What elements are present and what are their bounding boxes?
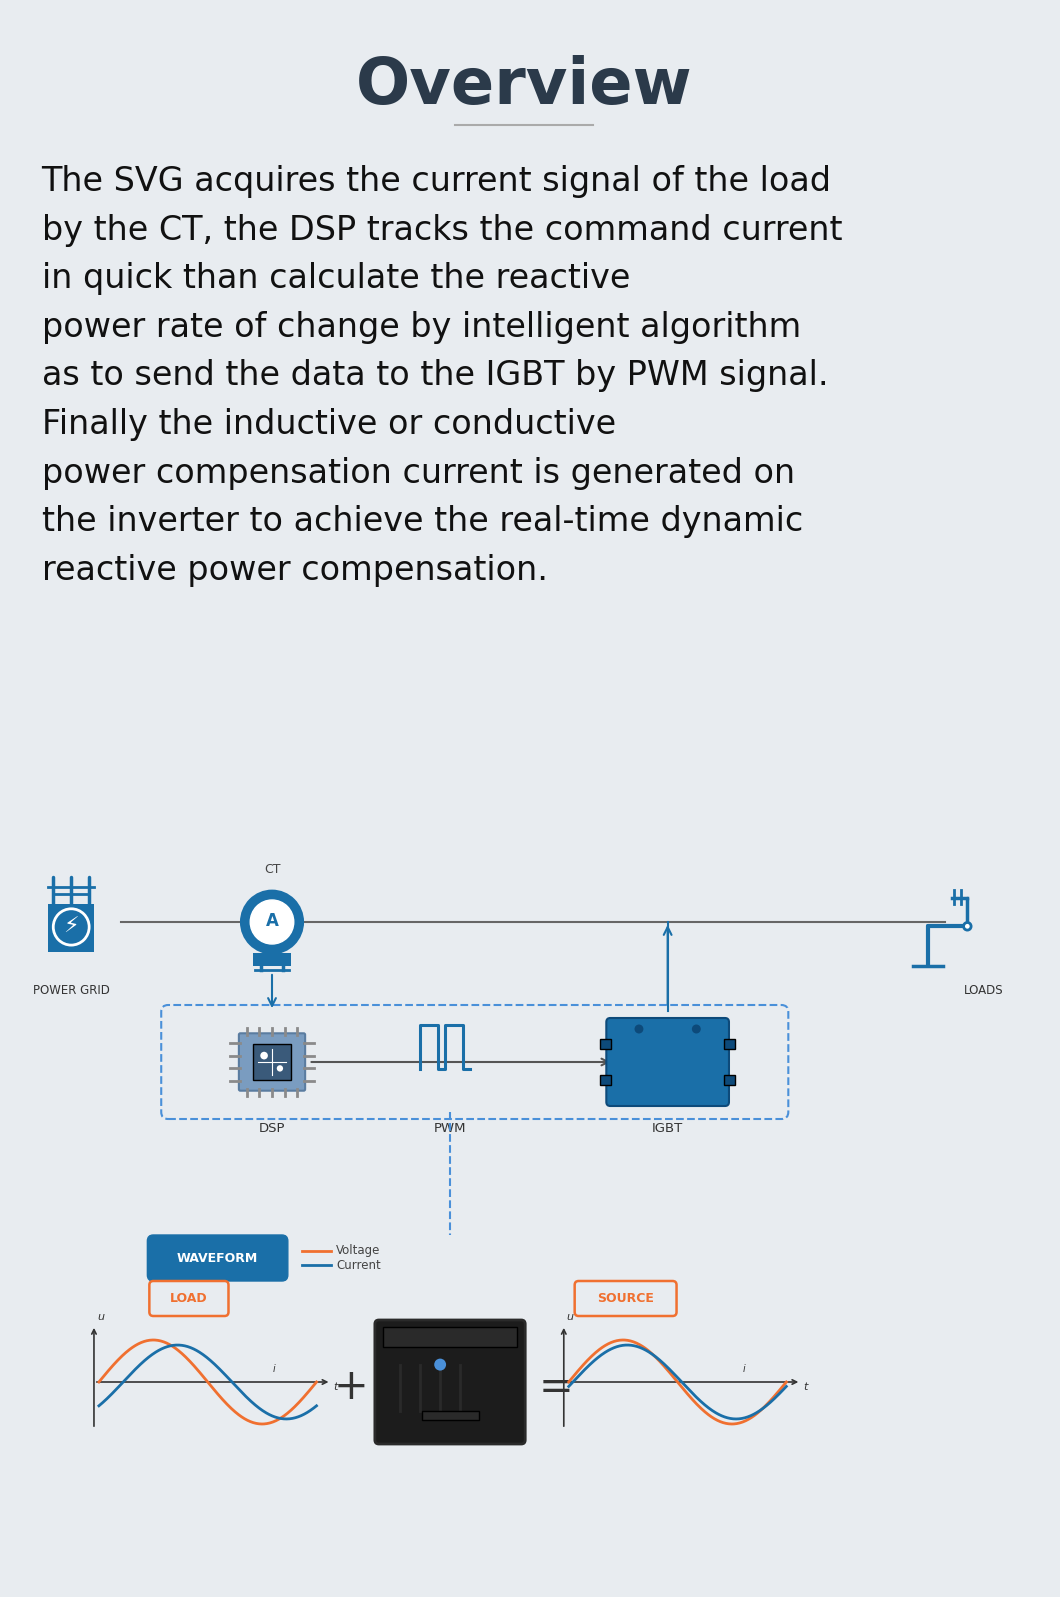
Text: CT: CT xyxy=(264,862,280,877)
Text: u: u xyxy=(567,1313,573,1322)
Circle shape xyxy=(435,1359,446,1370)
FancyBboxPatch shape xyxy=(600,1040,612,1049)
Text: i: i xyxy=(743,1364,745,1373)
Text: ⚡: ⚡ xyxy=(64,917,80,937)
FancyBboxPatch shape xyxy=(238,1033,305,1091)
Circle shape xyxy=(242,891,303,953)
Text: WAVEFORM: WAVEFORM xyxy=(177,1252,259,1265)
Text: SOURCE: SOURCE xyxy=(597,1292,654,1305)
FancyBboxPatch shape xyxy=(724,1040,735,1049)
Circle shape xyxy=(692,1025,701,1033)
Text: DSP: DSP xyxy=(259,1123,285,1135)
Text: t: t xyxy=(803,1381,808,1393)
Text: i: i xyxy=(273,1364,276,1373)
FancyBboxPatch shape xyxy=(422,1410,478,1420)
FancyBboxPatch shape xyxy=(375,1321,525,1444)
FancyBboxPatch shape xyxy=(253,953,290,966)
Text: Voltage: Voltage xyxy=(336,1244,381,1257)
Text: IGBT: IGBT xyxy=(652,1123,684,1135)
Circle shape xyxy=(261,1052,268,1059)
Text: Current: Current xyxy=(336,1258,381,1271)
Text: The SVG acquires the current signal of the load
by the CT, the DSP tracks the co: The SVG acquires the current signal of t… xyxy=(41,164,842,586)
FancyBboxPatch shape xyxy=(606,1017,729,1107)
FancyBboxPatch shape xyxy=(724,1075,735,1084)
Text: PWM: PWM xyxy=(434,1123,466,1135)
Text: +: + xyxy=(334,1365,369,1409)
Text: A: A xyxy=(266,912,279,929)
FancyBboxPatch shape xyxy=(383,1327,517,1348)
FancyBboxPatch shape xyxy=(600,1075,612,1084)
Text: u: u xyxy=(96,1313,104,1322)
Circle shape xyxy=(635,1025,643,1033)
Circle shape xyxy=(964,923,971,929)
FancyBboxPatch shape xyxy=(253,1044,292,1080)
FancyBboxPatch shape xyxy=(49,904,94,952)
Text: =: = xyxy=(538,1365,573,1409)
Circle shape xyxy=(250,901,294,944)
Text: Overview: Overview xyxy=(356,54,692,117)
Text: POWER GRID: POWER GRID xyxy=(33,984,109,997)
Text: LOAD: LOAD xyxy=(170,1292,208,1305)
FancyBboxPatch shape xyxy=(147,1234,288,1281)
Circle shape xyxy=(277,1065,283,1072)
Circle shape xyxy=(53,909,89,945)
Text: t: t xyxy=(333,1381,338,1393)
Text: LOADS: LOADS xyxy=(965,984,1004,997)
